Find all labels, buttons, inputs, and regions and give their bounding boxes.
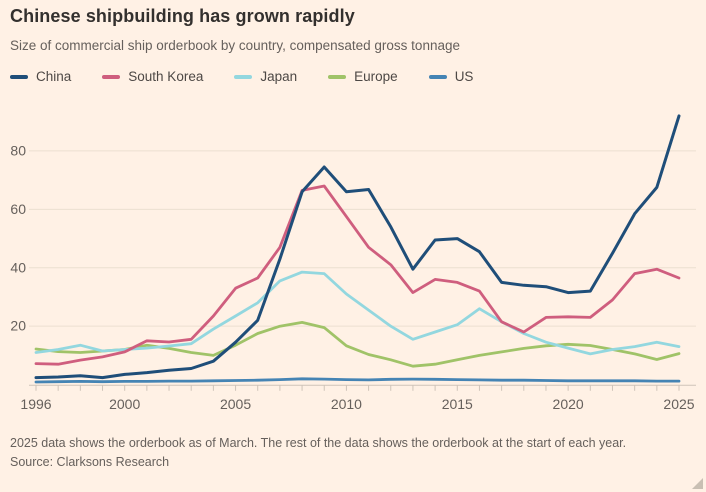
chart-subtitle: Size of commercial ship orderbook by cou…: [10, 38, 460, 53]
legend-label: Japan: [260, 69, 298, 84]
footnote: 2025 data shows the orderbook as of Marc…: [10, 436, 627, 450]
chart-title: Chinese shipbuilding has grown rapidly: [10, 6, 355, 26]
svg-text:2020: 2020: [553, 396, 584, 412]
series-line-japan: [34, 270, 681, 356]
chart-legend: China South Korea Japan Europe US: [10, 69, 473, 84]
legend-label: South Korea: [128, 69, 204, 84]
svg-text:20: 20: [10, 318, 26, 334]
svg-text:2005: 2005: [220, 396, 251, 412]
source-credit: Source: Clarksons Research: [10, 455, 170, 469]
legend-item-us: US: [428, 69, 474, 84]
series-line-us: [34, 377, 681, 384]
resize-handle-icon[interactable]: [692, 478, 703, 489]
legend-label: China: [36, 69, 72, 84]
svg-text:80: 80: [10, 142, 26, 158]
legend-label: US: [454, 69, 474, 84]
legend-item-europe: Europe: [328, 69, 398, 84]
legend-swatch-south-korea: [102, 74, 121, 79]
legend-swatch-europe: [328, 74, 347, 79]
legend-item-south-korea: South Korea: [102, 69, 203, 84]
legend-swatch-japan: [234, 74, 253, 79]
legend-swatch-us: [428, 74, 447, 79]
svg-text:40: 40: [10, 259, 26, 275]
legend-item-japan: Japan: [234, 69, 297, 84]
series-line-south-korea: [34, 184, 681, 366]
svg-text:2010: 2010: [331, 396, 362, 412]
svg-text:2000: 2000: [109, 396, 140, 412]
svg-text:2025: 2025: [663, 396, 694, 412]
legend-swatch-china: [10, 74, 28, 79]
svg-text:60: 60: [10, 201, 26, 217]
svg-text:1996: 1996: [20, 396, 51, 412]
series-line-europe: [34, 320, 681, 368]
svg-text:2015: 2015: [442, 396, 473, 412]
legend-item-china: China: [10, 69, 71, 84]
legend-label: Europe: [354, 69, 398, 84]
series-line-china: [34, 114, 681, 380]
